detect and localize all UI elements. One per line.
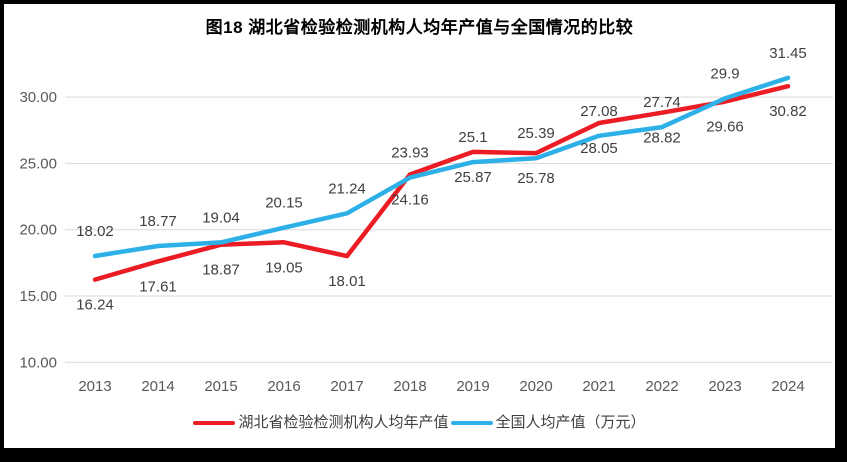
x-axis-tick-label: 2013 xyxy=(78,378,111,395)
data-point-label: 27.08 xyxy=(580,103,618,120)
data-point-label: 30.82 xyxy=(769,103,807,120)
x-axis-tick-label: 2017 xyxy=(330,378,363,395)
legend-item-national: 全国人均产值（万元） xyxy=(450,413,646,433)
chart-title: 图18 湖北省检验检测机构人均年产值与全国情况的比较 xyxy=(205,18,634,37)
data-point-label: 29.66 xyxy=(706,119,744,136)
legend-label-hubei: 湖北省检验检测机构人均年产值 xyxy=(238,414,449,431)
x-axis-tick-label: 2016 xyxy=(267,378,300,395)
data-point-label: 18.02 xyxy=(76,223,114,240)
line-chart-plot-area: 10.00 15.00 20.00 25.00 30.00 2013 2014 2015 201… xyxy=(19,45,833,395)
series-line-national xyxy=(92,75,791,259)
chart-canvas: 图18 湖北省检验检测机构人均年产值与全国情况的比较 10.00 15.00 20.… xyxy=(4,4,835,448)
data-point-label: 25.39 xyxy=(517,125,555,142)
x-axis-tick-label: 2022 xyxy=(645,378,678,395)
x-axis-tick-label: 2015 xyxy=(204,378,237,395)
y-axis-tick-label: 15.00 xyxy=(19,288,57,305)
y-axis-tick-label: 10.00 xyxy=(19,354,57,371)
series-line-hubei xyxy=(92,83,791,282)
y-axis-tick-label: 25.00 xyxy=(19,155,57,172)
data-point-label: 19.05 xyxy=(265,259,303,276)
y-axis-tick-label: 30.00 xyxy=(19,89,57,106)
x-axis-tick-label: 2024 xyxy=(771,378,804,395)
y-axis-tick-label: 20.00 xyxy=(19,222,57,239)
data-point-label: 17.61 xyxy=(139,278,177,295)
data-point-label: 25.87 xyxy=(454,169,492,186)
legend-line-swatch-national xyxy=(450,420,493,426)
data-point-label: 27.74 xyxy=(643,94,681,111)
data-point-label: 16.24 xyxy=(76,297,114,314)
data-point-label: 20.15 xyxy=(265,195,303,212)
data-point-label: 18.87 xyxy=(202,262,240,279)
x-axis-tick-label: 2018 xyxy=(393,378,426,395)
data-point-label: 28.82 xyxy=(643,130,681,147)
x-axis-tick-label: 2023 xyxy=(708,378,741,395)
data-point-label: 31.45 xyxy=(769,45,807,62)
data-point-label: 23.93 xyxy=(391,145,429,162)
legend-label-national: 全国人均产值（万元） xyxy=(495,414,646,431)
x-axis-tick-label: 2020 xyxy=(519,378,552,395)
data-point-label: 28.05 xyxy=(580,140,618,157)
legend-line-swatch-hubei xyxy=(193,420,236,426)
data-point-label: 18.01 xyxy=(328,273,366,290)
chart-legend: 湖北省检验检测机构人均年产值 全国人均产值（万元） xyxy=(4,413,835,433)
data-point-label: 21.24 xyxy=(328,180,366,197)
x-axis-tick-label: 2019 xyxy=(456,378,489,395)
data-point-label: 18.77 xyxy=(139,213,177,230)
data-point-label: 29.9 xyxy=(710,65,739,82)
data-point-label: 25.78 xyxy=(517,170,555,187)
data-point-label: 24.16 xyxy=(391,192,429,209)
data-point-label: 19.04 xyxy=(202,209,240,226)
x-axis-tick-label: 2014 xyxy=(141,378,174,395)
legend-item-hubei: 湖北省检验检测机构人均年产值 xyxy=(193,413,449,433)
data-point-label: 25.1 xyxy=(458,129,487,146)
x-axis-tick-label: 2021 xyxy=(582,378,615,395)
